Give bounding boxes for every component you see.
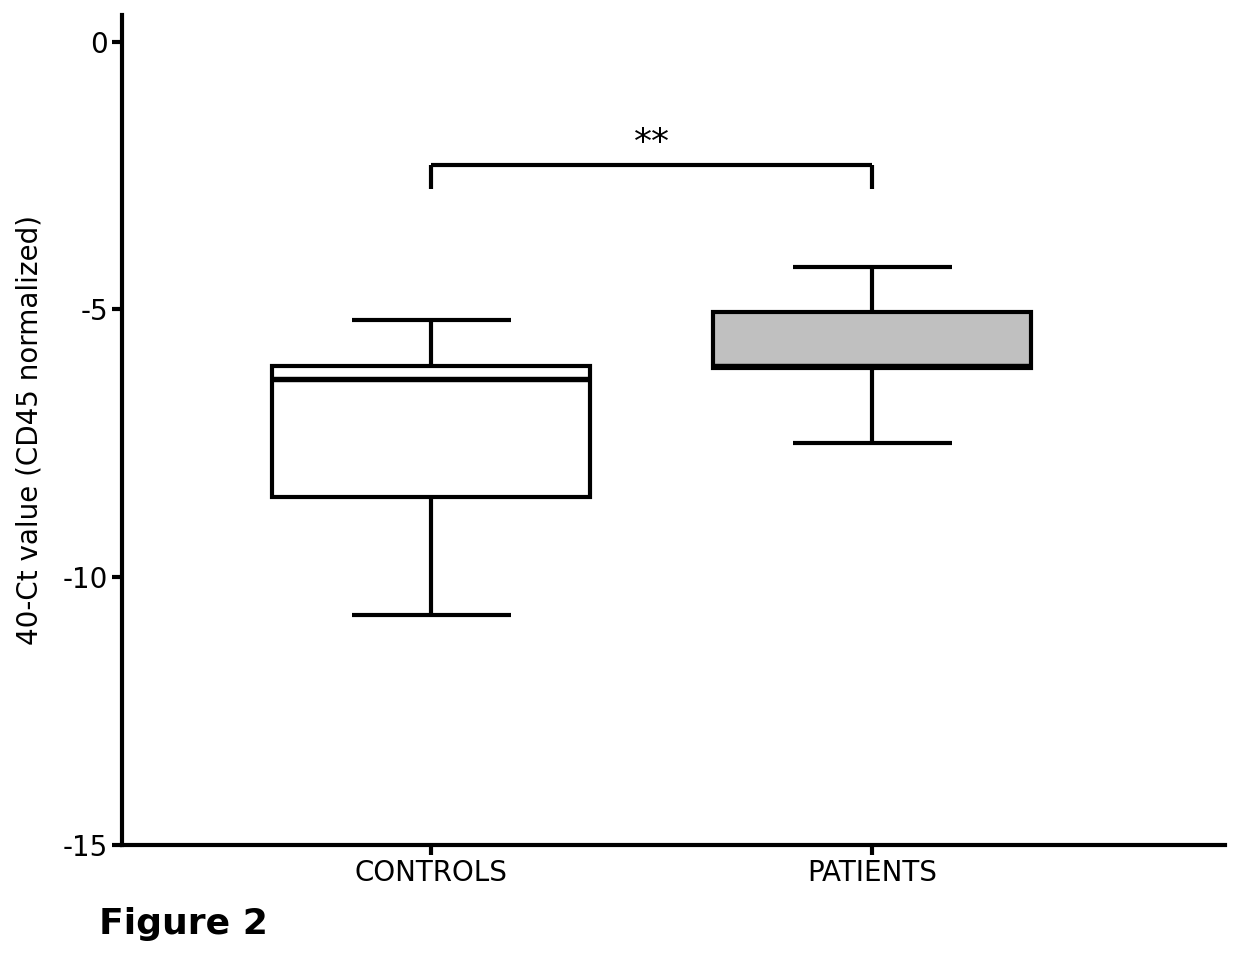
Y-axis label: 40-Ct value (CD45 normalized): 40-Ct value (CD45 normalized) — [15, 215, 43, 645]
Bar — [713, 312, 1030, 369]
Text: Figure 2: Figure 2 — [99, 907, 268, 941]
Text: **: ** — [634, 126, 670, 159]
Bar — [273, 366, 590, 497]
